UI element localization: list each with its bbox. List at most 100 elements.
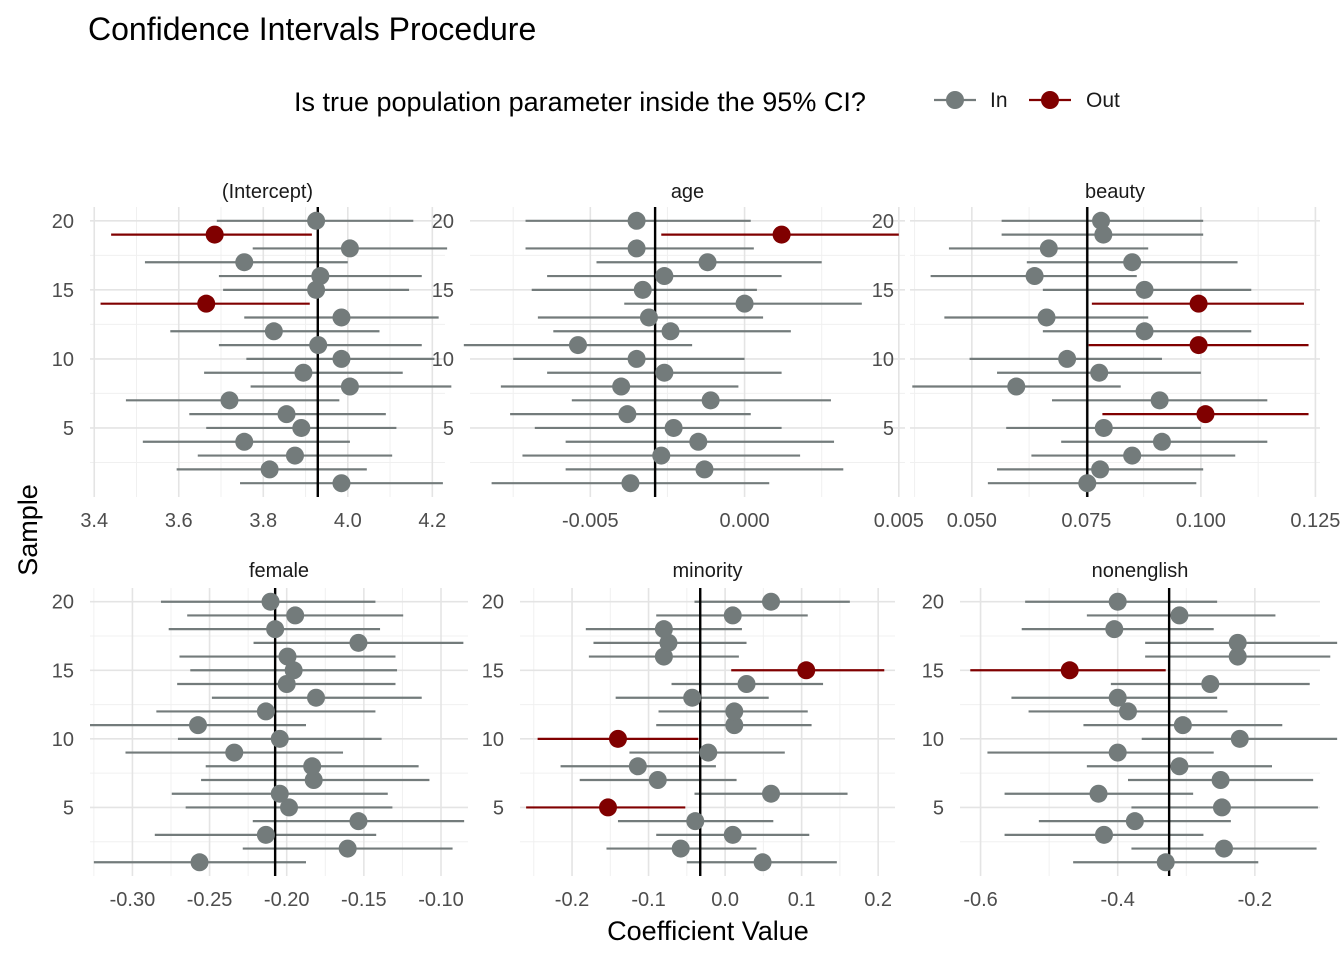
estimate-point xyxy=(1170,606,1189,625)
y-tick-label: 20 xyxy=(52,211,74,233)
y-tick-label: 10 xyxy=(52,349,74,371)
estimate-point xyxy=(628,757,647,776)
facet-label: (Intercept) xyxy=(222,181,313,203)
estimate-point xyxy=(307,688,326,707)
estimate-point xyxy=(1089,784,1108,803)
estimate-point xyxy=(1108,592,1127,611)
estimate-point xyxy=(197,294,216,313)
x-tick-label: -0.4 xyxy=(1100,889,1134,911)
estimate-point xyxy=(235,253,254,272)
estimate-point xyxy=(1058,349,1077,368)
x-tick-label: 4.0 xyxy=(334,510,362,532)
estimate-point xyxy=(737,675,756,693)
estimate-point xyxy=(1170,757,1189,776)
legend-label-out: Out xyxy=(1086,89,1120,112)
x-tick-label: 0.075 xyxy=(1061,510,1111,532)
estimate-point xyxy=(1230,729,1249,748)
estimate-point xyxy=(307,211,326,230)
estimate-point xyxy=(261,592,280,611)
x-tick-label: 0.005 xyxy=(874,510,924,532)
y-tick-label: 15 xyxy=(432,280,454,302)
estimate-point xyxy=(1189,336,1208,355)
y-tick-label: 15 xyxy=(52,660,74,682)
facet-panel-4: minority -0.2 -0.1 0.0 0.1 0.2 5 10 15 20 xyxy=(482,560,895,911)
estimate-point xyxy=(661,322,680,341)
estimate-point xyxy=(1108,688,1127,707)
estimate-point xyxy=(256,702,275,721)
y-tick-label: 10 xyxy=(52,729,74,751)
estimate-point xyxy=(349,633,368,652)
y-tick-label: 10 xyxy=(922,729,944,751)
x-tick-label: -0.15 xyxy=(341,889,387,911)
facet-label: female xyxy=(249,560,309,582)
estimate-point xyxy=(1123,446,1142,465)
estimate-point xyxy=(256,825,275,844)
x-tick-label: 0.0 xyxy=(711,889,739,911)
x-tick-label: -0.10 xyxy=(418,889,464,911)
estimate-point xyxy=(309,336,328,355)
estimate-point xyxy=(1095,825,1113,844)
y-tick-label: 15 xyxy=(922,660,944,682)
estimate-point xyxy=(648,771,667,789)
estimate-point xyxy=(1135,280,1154,299)
facet-label: age xyxy=(671,181,704,203)
estimate-point xyxy=(652,446,671,465)
estimate-point xyxy=(304,771,323,789)
estimate-point xyxy=(332,474,351,493)
estimate-point xyxy=(1212,798,1231,817)
y-tick-label: 10 xyxy=(482,729,504,751)
estimate-point xyxy=(340,377,359,396)
estimate-point xyxy=(1025,267,1044,286)
x-tick-label: 3.6 xyxy=(165,510,193,532)
estimate-point xyxy=(618,405,637,424)
facet-panels: (Intercept) 3.4 3.6 3.8 4.0 4.2 5 10 15 20 age -0.0… xyxy=(52,181,1341,911)
estimate-point xyxy=(762,592,781,611)
estimate-point xyxy=(1092,211,1111,230)
y-tick-label: 15 xyxy=(872,280,894,302)
estimate-point xyxy=(1135,322,1154,341)
estimate-point xyxy=(220,391,239,410)
legend-title: Is true population parameter inside the … xyxy=(294,87,866,117)
estimate-point xyxy=(1196,405,1215,424)
x-tick-label: 0.2 xyxy=(864,889,892,911)
estimate-point xyxy=(307,280,326,299)
estimate-point xyxy=(621,474,640,493)
estimate-point xyxy=(664,418,683,437)
estimate-point xyxy=(277,675,296,693)
y-axis-title: Sample xyxy=(13,484,43,576)
estimate-point xyxy=(633,280,652,299)
y-tick-label: 5 xyxy=(933,797,944,819)
facet-panel-3: female -0.30 -0.25 -0.20 -0.15 -0.10 5 10 15 20 xyxy=(52,560,468,911)
estimate-point xyxy=(1123,253,1142,272)
estimate-point xyxy=(568,336,587,355)
estimate-point xyxy=(701,391,720,410)
estimate-point xyxy=(1173,716,1192,735)
estimate-point xyxy=(1108,743,1127,762)
estimate-point xyxy=(278,647,297,666)
y-tick-label: 20 xyxy=(872,211,894,233)
estimate-point xyxy=(753,853,772,872)
y-tick-label: 20 xyxy=(922,592,944,614)
estimate-point xyxy=(627,239,646,258)
x-axis-title: Coefficient Value xyxy=(607,916,809,946)
estimate-point xyxy=(612,377,631,396)
estimate-point xyxy=(349,812,368,831)
x-tick-label: 3.8 xyxy=(249,510,277,532)
estimate-point xyxy=(1215,839,1233,858)
estimate-point xyxy=(264,322,283,341)
estimate-point xyxy=(655,363,674,382)
estimate-point xyxy=(689,432,708,451)
estimate-point xyxy=(235,432,254,451)
x-tick-label: 0.125 xyxy=(1290,510,1340,532)
estimate-point xyxy=(772,225,791,244)
y-tick-label: 5 xyxy=(443,418,454,440)
x-tick-label: 4.2 xyxy=(418,510,446,532)
estimate-point xyxy=(639,308,658,327)
y-tick-label: 5 xyxy=(493,797,504,819)
facet-panel-0: (Intercept) 3.4 3.6 3.8 4.0 4.2 5 10 15 20 xyxy=(52,181,452,532)
legend: Is true population parameter inside the … xyxy=(294,87,1120,117)
facet-label: minority xyxy=(672,560,742,582)
estimate-point xyxy=(205,225,224,244)
estimate-point xyxy=(725,716,744,735)
